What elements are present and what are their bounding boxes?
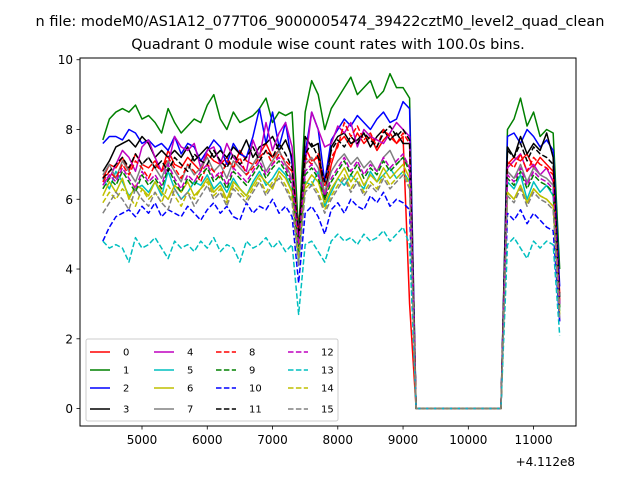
legend-label-3: 3	[123, 405, 129, 416]
series-line-15	[102, 174, 561, 410]
legend-label-14: 14	[321, 384, 334, 395]
legend-label-0: 0	[123, 348, 129, 359]
legend-label-11: 11	[249, 405, 262, 416]
legend-label-15: 15	[321, 405, 334, 416]
x-tick-label: 8000	[323, 433, 354, 447]
legend-label-4: 4	[187, 348, 193, 359]
legend-label-8: 8	[249, 348, 255, 359]
legend-label-2: 2	[123, 384, 129, 395]
y-tick-label: 10	[58, 53, 73, 67]
series-line-13	[102, 226, 561, 410]
plot-frame	[79, 57, 577, 427]
legend-label-6: 6	[187, 384, 193, 395]
x-tick-label: 7000	[257, 433, 288, 447]
legend-label-5: 5	[187, 366, 193, 377]
y-axis: 0 2 4 6 8 10	[58, 53, 80, 416]
suptitle: n file: modeM0/AS1A12_077T06_9000005474_…	[36, 14, 605, 30]
x-tick-label: 11000	[514, 433, 552, 447]
x-offset-label: +4.112e8	[516, 455, 575, 469]
y-tick-label: 8	[65, 123, 73, 137]
y-tick-label: 0	[65, 402, 73, 416]
series-layer	[102, 72, 561, 410]
x-tick-label: 5000	[127, 433, 158, 447]
y-tick-label: 2	[65, 332, 73, 346]
x-tick-label: 10000	[449, 433, 487, 447]
series-line-9	[102, 156, 561, 410]
legend-label-9: 9	[249, 366, 255, 377]
x-axis: 5000 6000 7000 8000 9000 10000 11000	[127, 426, 553, 447]
y-tick-label: 6	[65, 193, 73, 207]
legend-label-1: 1	[123, 366, 129, 377]
legend-label-13: 13	[321, 366, 334, 377]
x-tick-label: 6000	[192, 433, 223, 447]
y-tick-label: 4	[65, 263, 73, 277]
legend-label-7: 7	[187, 405, 193, 416]
legend-label-10: 10	[249, 384, 262, 395]
x-tick-label: 9000	[388, 433, 419, 447]
chart-title: Quadrant 0 module wise count rates with …	[131, 37, 525, 53]
legend-frame	[85, 338, 339, 422]
legend-label-12: 12	[321, 348, 334, 359]
